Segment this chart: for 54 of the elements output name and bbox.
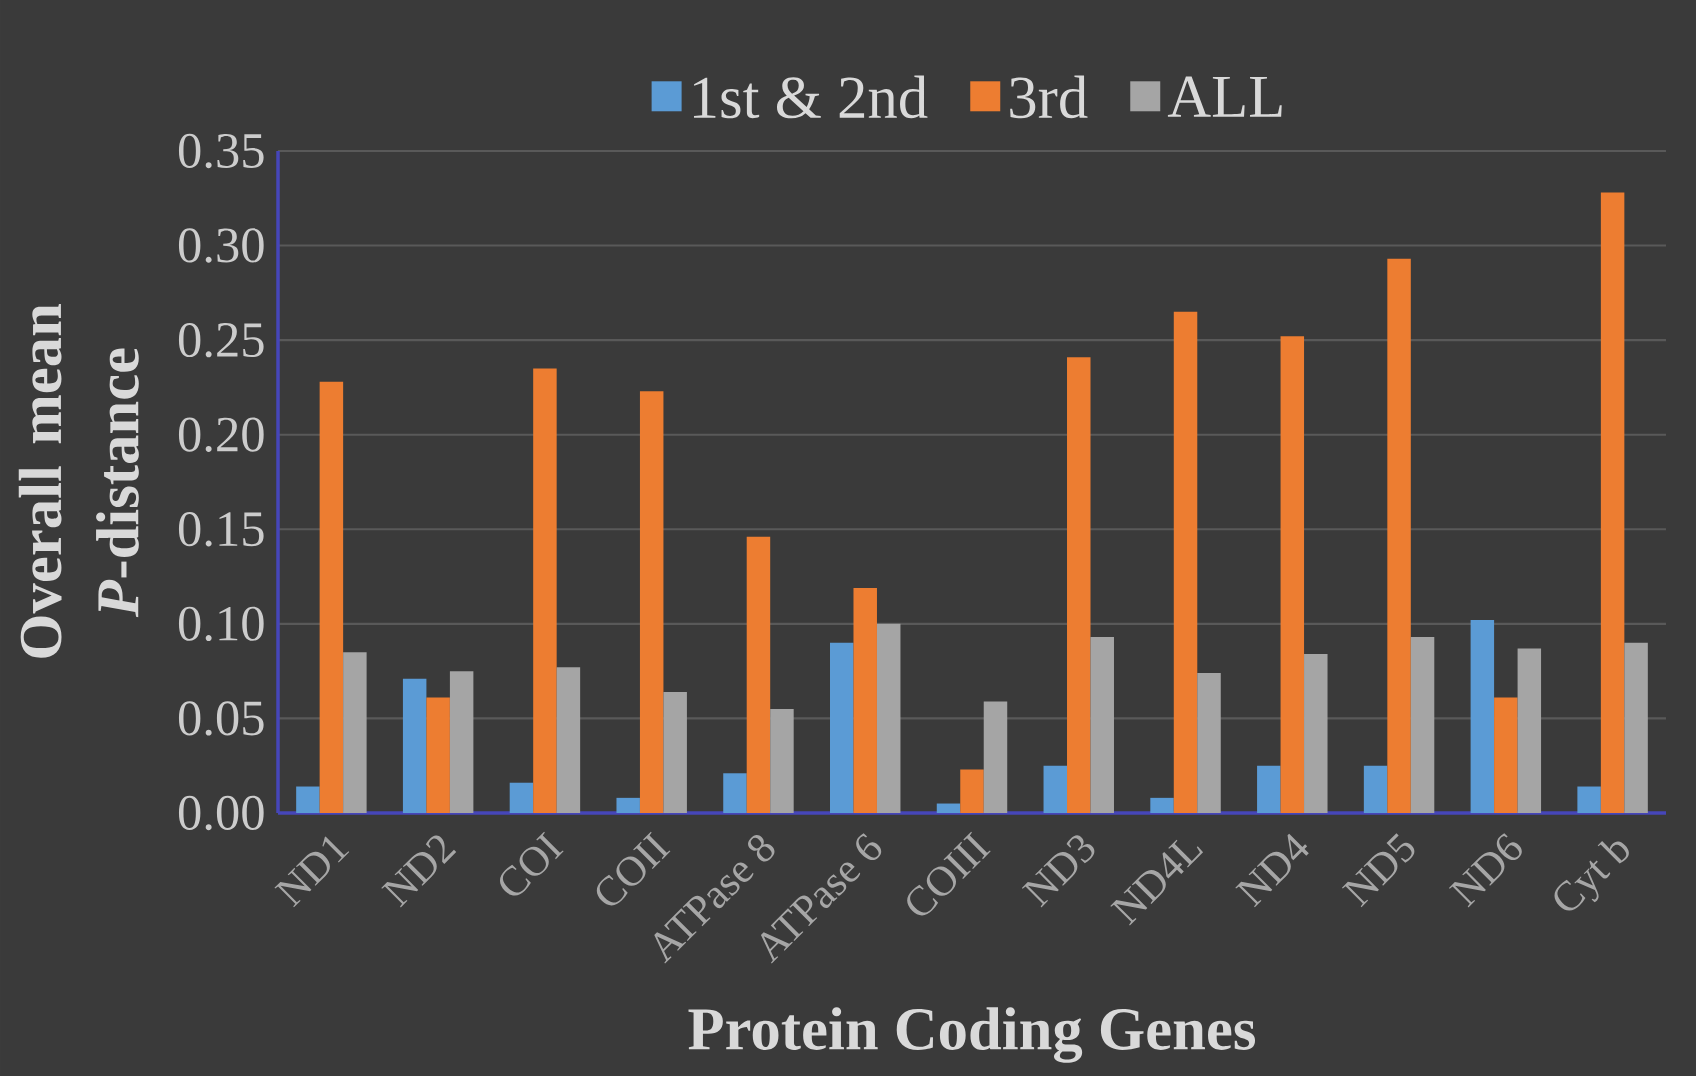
y-tick-label: 0.25 <box>178 322 264 358</box>
bar <box>343 652 367 813</box>
bar <box>1257 765 1281 813</box>
bar <box>1387 258 1411 813</box>
bar <box>426 697 450 813</box>
y-tick-label: 0.30 <box>178 228 264 263</box>
bar <box>1150 797 1174 813</box>
bar <box>533 368 557 813</box>
y-tick-label: 0.35 <box>178 133 264 169</box>
y-tick-label: 0.15 <box>178 512 264 547</box>
bar <box>770 708 794 813</box>
bar <box>556 667 581 813</box>
bar <box>449 671 474 813</box>
bar <box>616 797 640 813</box>
bar <box>960 769 984 813</box>
bar <box>1280 336 1305 813</box>
bar <box>853 587 877 813</box>
bar <box>1067 357 1091 813</box>
bar <box>1197 673 1221 813</box>
bar <box>402 678 427 813</box>
bar <box>1494 697 1518 813</box>
bar <box>509 782 534 813</box>
legend-label: 1st & 2nd <box>693 75 928 119</box>
bar <box>876 623 901 813</box>
x-axis-title: Protein Coding Genes <box>688 1007 1256 1063</box>
legend-label: 3rd <box>1010 75 1088 119</box>
bar <box>1043 765 1068 813</box>
bar <box>1470 620 1495 813</box>
bar <box>663 691 687 813</box>
bar <box>1090 637 1114 813</box>
y-tick-label: 0.20 <box>178 417 264 452</box>
bar <box>1363 765 1388 813</box>
bar <box>1577 786 1601 813</box>
bar <box>1517 648 1542 813</box>
bar <box>983 701 1008 813</box>
y-tick-label: 0.10 <box>178 606 264 642</box>
bar <box>319 381 344 813</box>
bar <box>936 803 961 813</box>
bar <box>1173 311 1198 813</box>
y-tick-label: 0.05 <box>178 701 264 736</box>
y-tick-label: 0.00 <box>178 795 264 831</box>
bar <box>1304 654 1328 813</box>
x-tick-label: COI <box>499 831 564 896</box>
legend-label: ALL <box>1167 76 1282 117</box>
bar <box>296 786 320 813</box>
bar <box>1600 192 1625 813</box>
x-tick-label: ND1 <box>274 836 350 908</box>
bar <box>723 773 747 813</box>
x-tick-label: Cyt b <box>1554 841 1629 911</box>
bar <box>830 642 854 813</box>
bar <box>746 536 771 813</box>
bar <box>1624 642 1648 813</box>
bar <box>639 391 664 813</box>
bar <box>1410 637 1435 813</box>
